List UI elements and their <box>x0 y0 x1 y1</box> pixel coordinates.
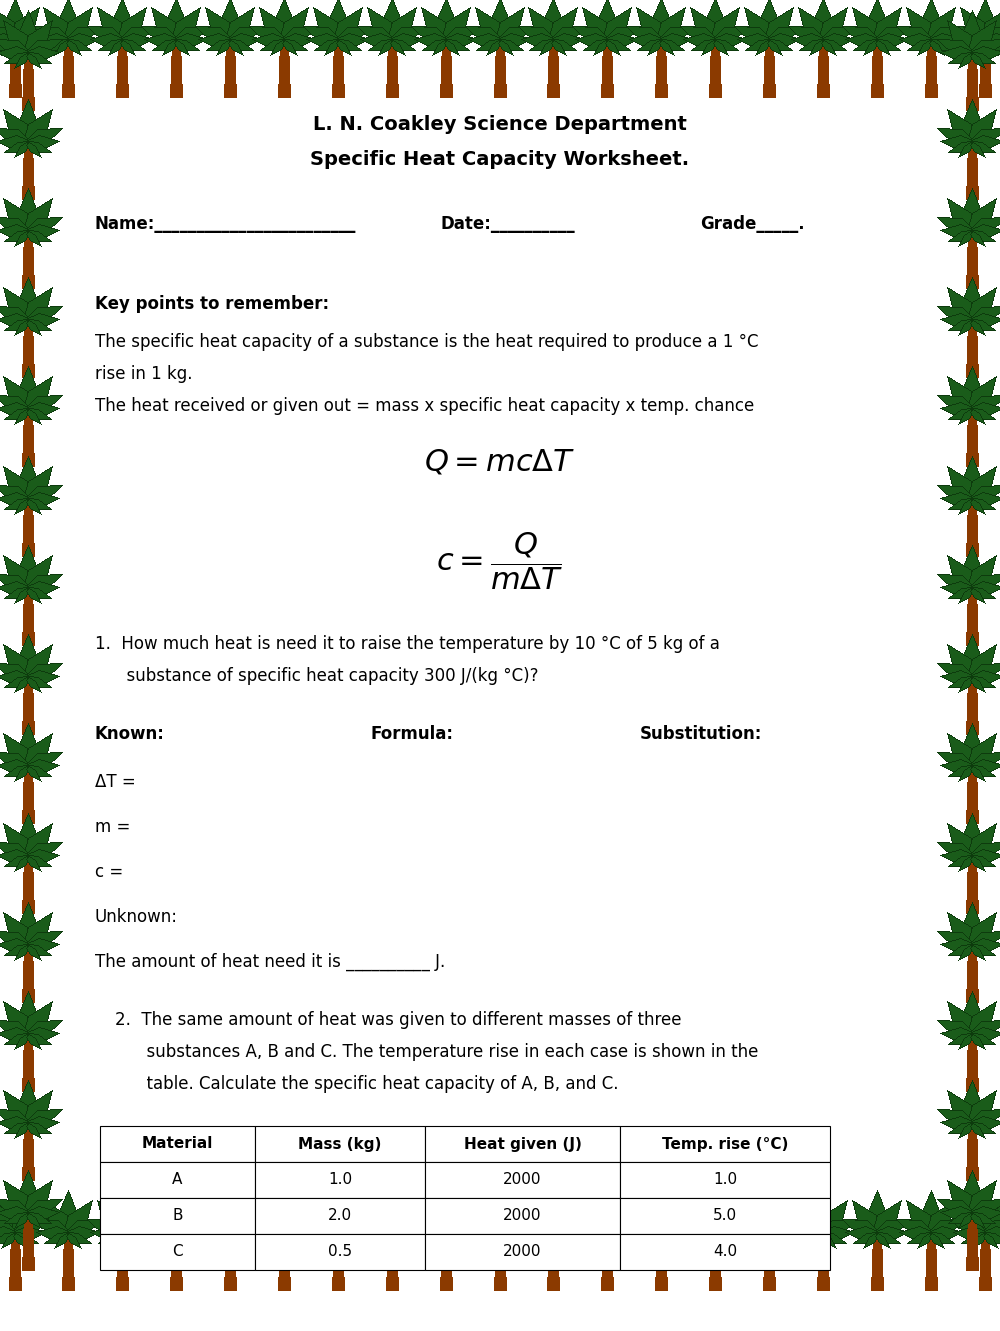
Text: c =: c = <box>95 862 123 881</box>
Text: 2000: 2000 <box>503 1209 542 1223</box>
Text: substances A, B and C. The temperature rise in each case is shown in the: substances A, B and C. The temperature r… <box>115 1044 758 1061</box>
Bar <box>100 1126 255 1162</box>
Text: $Q = mc\Delta T$: $Q = mc\Delta T$ <box>424 449 576 476</box>
Text: rise in 1 kg.: rise in 1 kg. <box>95 365 192 383</box>
Bar <box>620 1234 830 1270</box>
Text: C: C <box>172 1244 183 1259</box>
Bar <box>620 1162 830 1198</box>
Text: Material: Material <box>142 1137 213 1151</box>
Text: Name:________________________: Name:________________________ <box>95 216 356 233</box>
Text: 1.  How much heat is need it to raise the temperature by 10 °C of 5 kg of a: 1. How much heat is need it to raise the… <box>95 635 720 654</box>
Text: ΔT =: ΔT = <box>95 773 136 791</box>
Bar <box>620 1198 830 1234</box>
Text: 5.0: 5.0 <box>713 1209 737 1223</box>
Bar <box>425 1234 620 1270</box>
Text: Key points to remember:: Key points to remember: <box>95 295 329 313</box>
Text: The heat received or given out = mass x specific heat capacity x temp. chance: The heat received or given out = mass x … <box>95 397 754 415</box>
Bar <box>425 1126 620 1162</box>
Bar <box>255 1198 425 1234</box>
Text: Heat given (J): Heat given (J) <box>464 1137 581 1151</box>
Bar <box>100 1234 255 1270</box>
Text: 0.5: 0.5 <box>328 1244 352 1259</box>
Text: m =: m = <box>95 819 130 836</box>
Text: Substitution:: Substitution: <box>640 725 762 743</box>
Text: Mass (kg): Mass (kg) <box>298 1137 382 1151</box>
Text: Grade_____.: Grade_____. <box>700 216 805 233</box>
Bar <box>100 1198 255 1234</box>
Text: The amount of heat need it is __________ J.: The amount of heat need it is __________… <box>95 953 445 972</box>
Text: L. N. Coakley Science Department: L. N. Coakley Science Department <box>313 114 687 134</box>
Text: 2.  The same amount of heat was given to different masses of three: 2. The same amount of heat was given to … <box>115 1012 682 1029</box>
Text: Specific Heat Capacity Worksheet.: Specific Heat Capacity Worksheet. <box>310 150 690 169</box>
Text: substance of specific heat capacity 300 J/(kg °C)?: substance of specific heat capacity 300 … <box>95 667 538 685</box>
Text: Unknown:: Unknown: <box>95 908 178 926</box>
Text: Temp. rise (°C): Temp. rise (°C) <box>662 1137 788 1151</box>
Text: Formula:: Formula: <box>370 725 453 743</box>
Text: $c = \dfrac{Q}{m\Delta T}$: $c = \dfrac{Q}{m\Delta T}$ <box>436 530 564 591</box>
Bar <box>620 1126 830 1162</box>
Text: Date:__________: Date:__________ <box>440 216 575 233</box>
Text: 1.0: 1.0 <box>713 1173 737 1187</box>
Text: B: B <box>172 1209 183 1223</box>
Text: The specific heat capacity of a substance is the heat required to produce a 1 °C: The specific heat capacity of a substanc… <box>95 333 759 351</box>
Text: A: A <box>172 1173 183 1187</box>
Text: 4.0: 4.0 <box>713 1244 737 1259</box>
Bar <box>255 1234 425 1270</box>
Text: 1.0: 1.0 <box>328 1173 352 1187</box>
Bar <box>425 1162 620 1198</box>
Text: 2000: 2000 <box>503 1173 542 1187</box>
Text: table. Calculate the specific heat capacity of A, B, and C.: table. Calculate the specific heat capac… <box>115 1075 618 1093</box>
Bar <box>255 1162 425 1198</box>
Text: Known:: Known: <box>95 725 165 743</box>
Bar <box>425 1198 620 1234</box>
Text: 2.0: 2.0 <box>328 1209 352 1223</box>
Text: 2000: 2000 <box>503 1244 542 1259</box>
Bar <box>100 1162 255 1198</box>
Bar <box>255 1126 425 1162</box>
